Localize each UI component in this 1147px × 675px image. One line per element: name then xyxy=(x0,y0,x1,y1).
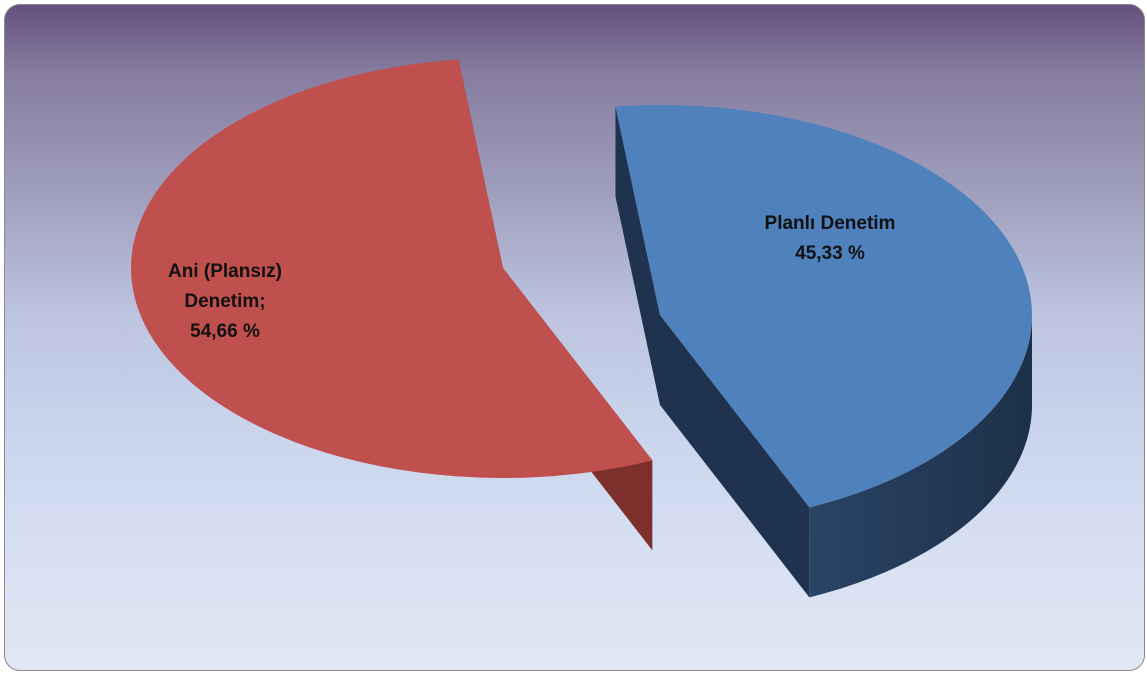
pie-slice-top-1 xyxy=(130,59,653,478)
slice-label-1: Ani (Plansız) Denetim; 54,66 % xyxy=(168,261,282,342)
pie-chart: Ani (Plansız) Denetim; 54,66 % Planlı Denet… xyxy=(130,59,1032,598)
slice-label-2: Planlı Denetim 45,33 % xyxy=(765,213,896,264)
chart-area: Ani (Plansız) Denetim; 54,66 % Planlı Denet… xyxy=(4,4,1145,671)
pie-slice-top-2 xyxy=(615,105,1032,508)
pie-slice-1 xyxy=(130,59,653,551)
pie-slice-2 xyxy=(615,105,1032,598)
